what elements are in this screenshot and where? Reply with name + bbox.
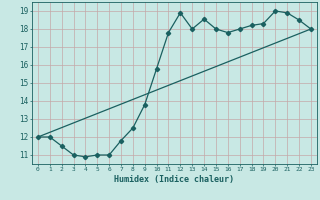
X-axis label: Humidex (Indice chaleur): Humidex (Indice chaleur): [115, 175, 234, 184]
